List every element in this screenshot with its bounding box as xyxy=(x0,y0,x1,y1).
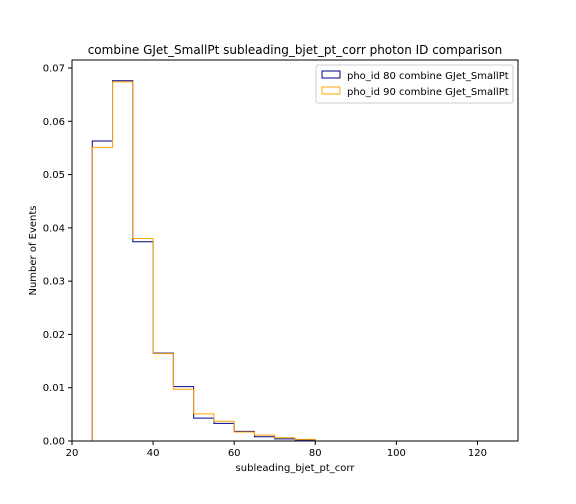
y-tick-label: 0.00 xyxy=(43,437,65,448)
y-axis: 0.00 0.01 0.02 0.03 0.04 0.05 0.06 0.07 xyxy=(43,63,72,448)
x-tick-label: 100 xyxy=(387,448,406,459)
legend-label-1: pho_id 80 combine GJet_SmallPt xyxy=(347,71,509,82)
y-tick-label: 0.06 xyxy=(43,117,65,128)
series-2-step-line xyxy=(91,81,316,441)
legend-label-2: pho_id 90 combine GJet_SmallPt xyxy=(347,87,509,98)
y-tick-label: 0.01 xyxy=(43,383,65,394)
chart-title: combine GJet_SmallPt subleading_bjet_pt_… xyxy=(88,43,503,57)
legend-swatch-2 xyxy=(321,86,341,95)
y-tick-label: 0.07 xyxy=(43,63,65,74)
y-axis-label: Number of Events xyxy=(28,205,39,295)
legend-box xyxy=(315,64,514,104)
y-tick-label: 0.03 xyxy=(43,277,65,288)
plot-frame xyxy=(71,59,519,442)
x-tick-label: 20 xyxy=(66,448,79,459)
y-tick-label: 0.02 xyxy=(43,330,65,341)
x-axis-label: subleading_bjet_pt_corr xyxy=(236,463,356,474)
y-tick-label: 0.05 xyxy=(43,170,65,181)
x-tick-label: 40 xyxy=(147,448,160,459)
x-tick-label: 60 xyxy=(228,448,241,459)
series-1-step-line xyxy=(91,80,316,441)
plot-area xyxy=(91,80,316,441)
x-tick-label: 80 xyxy=(309,448,322,459)
y-tick-label: 0.04 xyxy=(43,223,65,234)
x-axis: 20 40 60 80 100 120 xyxy=(66,441,487,459)
legend: pho_id 80 combine GJet_SmallPt pho_id 90 … xyxy=(315,64,514,104)
x-tick-label: 120 xyxy=(468,448,487,459)
legend-swatch-1 xyxy=(321,70,341,79)
